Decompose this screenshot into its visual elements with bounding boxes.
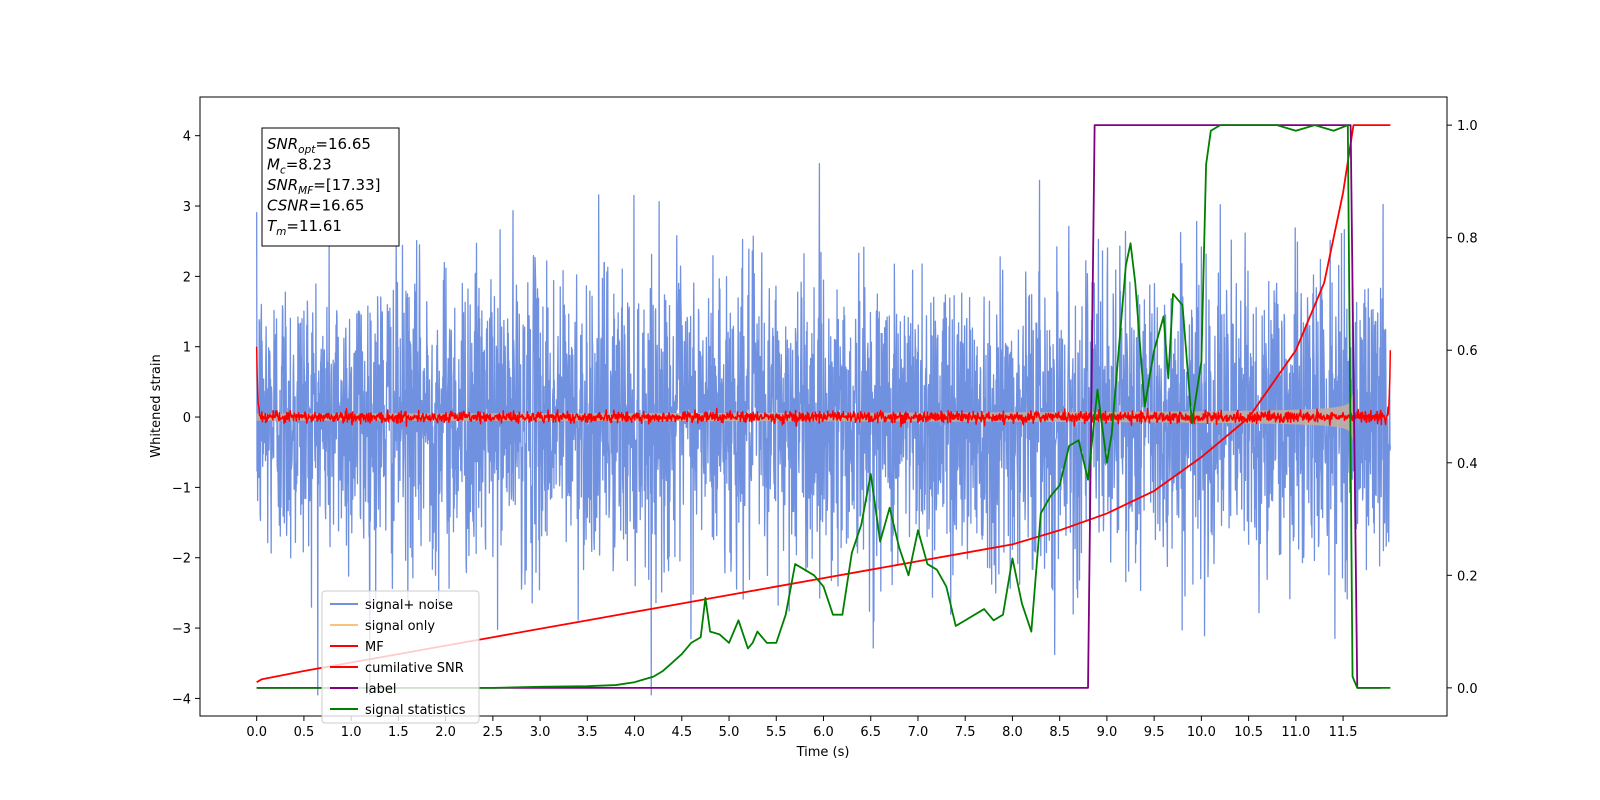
legend-frame — [321, 590, 480, 724]
y-tick-label: 2 — [183, 270, 191, 285]
stats-annotation-line: Tm=11.61 — [267, 217, 342, 238]
legend-entry-label: cumilative SNR — [365, 661, 464, 676]
y2-tick-label: 0.0 — [1457, 682, 1478, 697]
y2-tick-label: 0.4 — [1457, 457, 1478, 472]
y-tick-label: −1 — [172, 481, 191, 496]
x-tick-label: 8.5 — [1049, 725, 1070, 740]
legend-entry-label: signal only — [365, 619, 435, 634]
x-tick-label: 1.5 — [388, 725, 409, 740]
legend-entry-label: signal statistics — [365, 703, 466, 718]
x-tick-label: 7.0 — [908, 725, 929, 740]
x-tick-label: 4.0 — [624, 725, 645, 740]
y-tick-label: 4 — [183, 130, 191, 145]
x-tick-label: 4.5 — [671, 725, 692, 740]
x-tick-label: 9.0 — [1097, 725, 1118, 740]
x-tick-label: 1.0 — [341, 725, 362, 740]
x-tick-label: 6.0 — [813, 725, 834, 740]
x-tick-label: 3.5 — [577, 725, 598, 740]
x-tick-label: 9.5 — [1144, 725, 1165, 740]
legend-entry-label: label — [365, 682, 396, 697]
y2-tick-label: 0.6 — [1457, 344, 1478, 359]
x-tick-label: 3.0 — [530, 725, 551, 740]
x-tick-label: 0.0 — [246, 725, 267, 740]
data-layer — [255, 124, 1392, 696]
x-tick-label: 2.5 — [483, 725, 504, 740]
x-tick-label: 5.0 — [719, 725, 740, 740]
y-tick-label: −2 — [172, 552, 191, 567]
x-tick-label: 11.5 — [1329, 725, 1358, 740]
stats-annotation-line: SNRMF=[17.33] — [267, 176, 381, 197]
stats-annotation-box: SNRopt=16.65Mc=8.23SNRMF=[17.33]CSNR=16.… — [261, 127, 400, 247]
x-tick-label: 6.5 — [860, 725, 881, 740]
x-tick-label: 11.0 — [1281, 725, 1310, 740]
x-tick-label: 8.0 — [1002, 725, 1023, 740]
x-tick-label: 10.0 — [1187, 725, 1216, 740]
x-tick-label: 0.5 — [294, 725, 315, 740]
y-tick-label: 1 — [183, 341, 191, 356]
axes-layer: 0.0 0.5 1.0 1.5 2.0 2.5 3.0 3.5 4.0 4.5 5.0 5.5 6.0 6… — [172, 119, 1478, 740]
stats-annotation-frame — [261, 127, 400, 247]
y2-tick-label: 0.2 — [1457, 569, 1478, 584]
x-tick-label: 2.0 — [435, 725, 456, 740]
x-tick-label: 7.5 — [955, 725, 976, 740]
y-tick-label: 0 — [183, 411, 191, 426]
y-tick-label: −4 — [172, 692, 191, 707]
stats-annotation-line: CSNR=16.65 — [267, 197, 364, 215]
y-axis-label: Whitened strain — [149, 354, 164, 457]
y-tick-label: 3 — [183, 200, 191, 215]
stats-annotation-line: SNRopt=16.65 — [267, 135, 371, 156]
stats-annotation-line: Mc=8.23 — [267, 156, 332, 177]
series-signal-statistics-line — [256, 124, 1391, 689]
x-tick-label: 5.5 — [766, 725, 787, 740]
y2-tick-label: 1.0 — [1457, 119, 1478, 134]
series-signal-noise-line — [256, 163, 1391, 696]
x-tick-label: 10.5 — [1234, 725, 1263, 740]
legend: signal+ noise signal only MF cumilative SNR… — [321, 590, 480, 724]
legend-entry-label: signal+ noise — [365, 598, 453, 613]
series-mf-line — [255, 346, 1392, 428]
legend-entry-label: MF — [365, 640, 384, 655]
x-axis-label: Time (s) — [796, 745, 850, 760]
y-tick-label: −3 — [172, 622, 191, 637]
y2-tick-label: 0.8 — [1457, 232, 1478, 247]
